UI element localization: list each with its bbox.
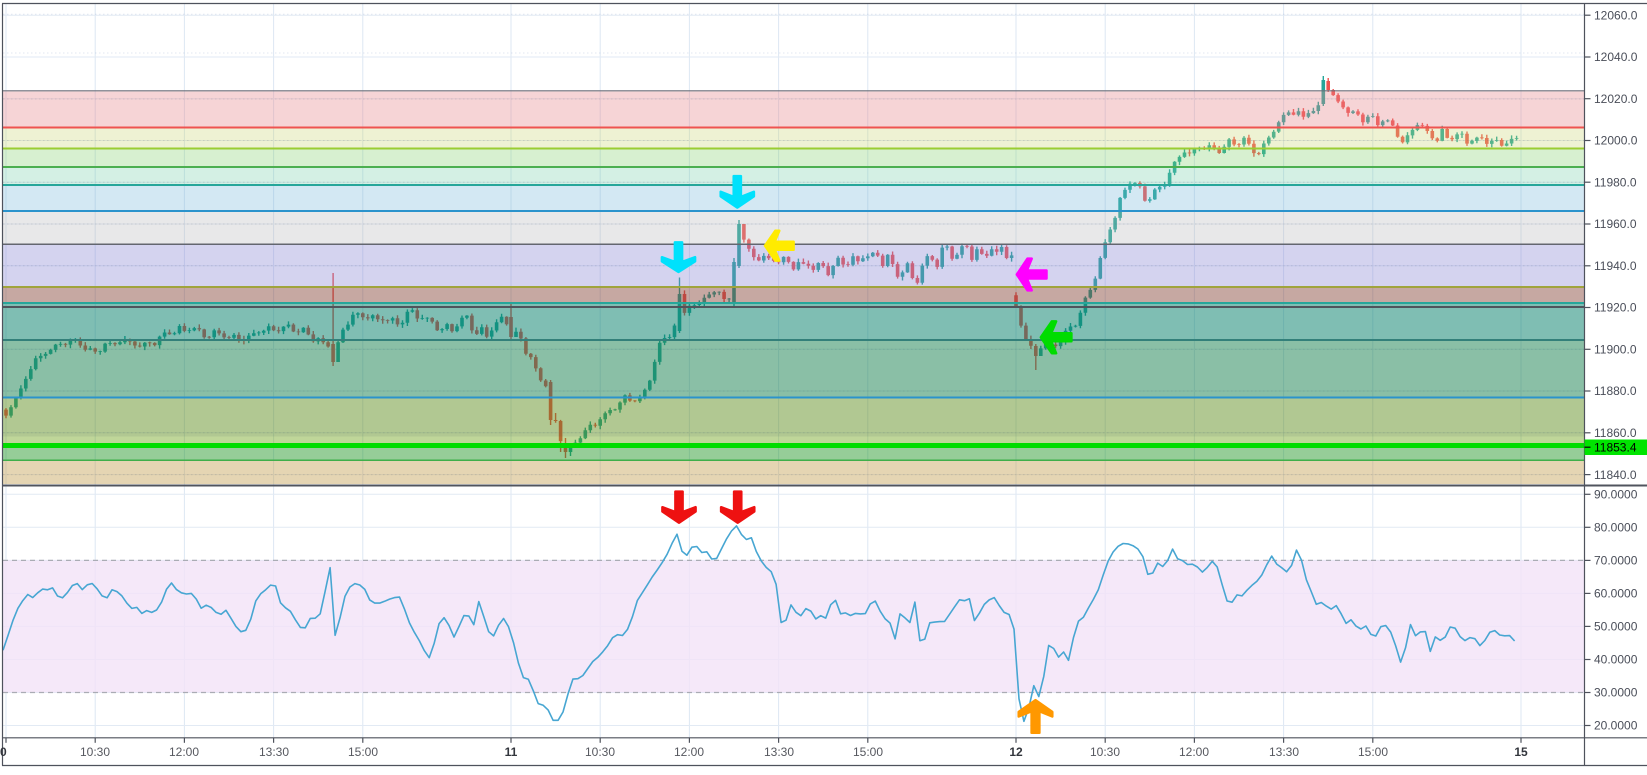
svg-text:20.0000: 20.0000 (1594, 719, 1638, 733)
svg-text:30.0000: 30.0000 (1594, 686, 1638, 700)
svg-text:11853.4: 11853.4 (1594, 441, 1637, 455)
svg-text:12:00: 12:00 (1179, 745, 1209, 759)
svg-text:11: 11 (505, 745, 518, 759)
svg-text:15:00: 15:00 (348, 745, 378, 759)
svg-text:11860.0: 11860.0 (1594, 426, 1637, 440)
svg-text:15:00: 15:00 (1358, 745, 1388, 759)
svg-text:40.0000: 40.0000 (1594, 653, 1638, 667)
svg-text:10:30: 10:30 (585, 745, 615, 759)
svg-text:11980.0: 11980.0 (1594, 175, 1637, 189)
svg-text:11960.0: 11960.0 (1594, 217, 1637, 231)
svg-text:13:30: 13:30 (259, 745, 289, 759)
svg-text:12: 12 (1009, 745, 1023, 759)
svg-text:12020.0: 12020.0 (1594, 92, 1638, 106)
svg-text:15:00: 15:00 (853, 745, 883, 759)
svg-text:11900.0: 11900.0 (1594, 343, 1637, 357)
svg-text:60.0000: 60.0000 (1594, 587, 1638, 601)
svg-text:15: 15 (1514, 745, 1528, 759)
svg-text:11880.0: 11880.0 (1594, 384, 1637, 398)
svg-text:12060.0: 12060.0 (1594, 8, 1638, 22)
svg-text:12:00: 12:00 (674, 745, 704, 759)
svg-text:11920.0: 11920.0 (1594, 301, 1637, 315)
svg-text:90.0000: 90.0000 (1594, 488, 1638, 502)
svg-text:80.0000: 80.0000 (1594, 521, 1638, 535)
svg-text:12040.0: 12040.0 (1594, 50, 1638, 64)
svg-text:10: 10 (0, 745, 7, 759)
svg-text:11840.0: 11840.0 (1594, 468, 1637, 482)
svg-text:50.0000: 50.0000 (1594, 620, 1638, 634)
svg-text:10:30: 10:30 (1090, 745, 1120, 759)
svg-text:12000.0: 12000.0 (1594, 134, 1638, 148)
svg-text:10:30: 10:30 (80, 745, 110, 759)
svg-text:70.0000: 70.0000 (1594, 554, 1638, 568)
svg-text:13:30: 13:30 (1269, 745, 1299, 759)
svg-text:12:00: 12:00 (169, 745, 199, 759)
svg-text:13:30: 13:30 (764, 745, 794, 759)
svg-text:11940.0: 11940.0 (1594, 259, 1637, 273)
